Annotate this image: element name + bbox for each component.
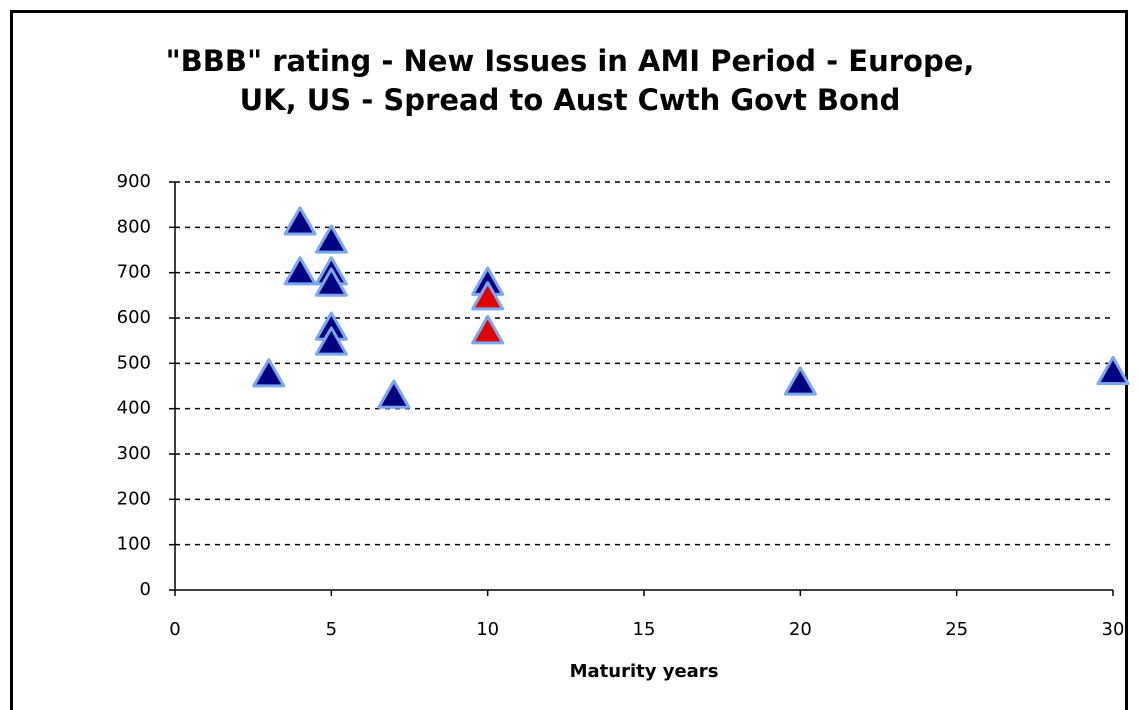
marker: [377, 379, 411, 409]
x-tick-label: 5: [326, 619, 337, 640]
y-tick-label: 300: [117, 443, 151, 464]
marker: [471, 281, 505, 311]
y-tick-label: 200: [117, 488, 151, 509]
x-tick-label: 20: [789, 619, 812, 640]
y-tick-label: 500: [117, 352, 151, 373]
y-tick-label: 800: [117, 216, 151, 237]
y-tick-label: 900: [117, 171, 151, 192]
chart-frame: [10, 10, 1128, 710]
y-tick-label: 700: [117, 262, 151, 283]
x-tick-label: 25: [945, 619, 968, 640]
y-tick-label: 600: [117, 307, 151, 328]
marker: [283, 256, 317, 286]
x-tick-label: 30: [1102, 619, 1125, 640]
y-tick-label: 100: [117, 534, 151, 555]
marker: [252, 358, 286, 388]
marker: [1096, 355, 1130, 386]
marker: [314, 267, 348, 297]
x-tick-label: 15: [633, 619, 656, 640]
marker: [314, 326, 348, 356]
y-tick-label: 400: [117, 398, 151, 419]
marker: [471, 315, 505, 345]
chart-title: "BBB" rating - New Issues in AMI Period …: [165, 44, 975, 117]
marker: [283, 206, 317, 236]
marker: [314, 224, 348, 254]
x-axis-label: Maturity years: [570, 661, 719, 682]
y-tick-label: 0: [140, 579, 151, 600]
x-tick-label: 10: [476, 619, 499, 640]
marker: [783, 366, 817, 396]
x-tick-label: 0: [169, 619, 180, 640]
